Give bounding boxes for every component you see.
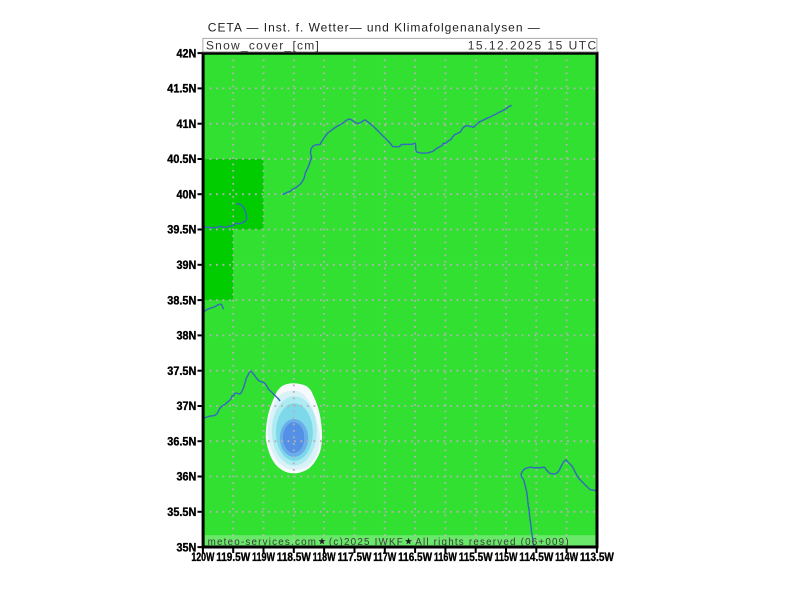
svg-text:117W: 117W: [373, 552, 396, 564]
svg-text:36.5N: 36.5N: [167, 436, 196, 448]
svg-text:119W: 119W: [252, 552, 275, 564]
svg-text:40.5N: 40.5N: [167, 154, 196, 166]
svg-text:118.5W: 118.5W: [277, 552, 311, 564]
svg-text:120W: 120W: [191, 552, 214, 564]
svg-text:113.5W: 113.5W: [580, 552, 614, 564]
svg-text:37.5N: 37.5N: [167, 366, 196, 378]
svg-text:35.5N: 35.5N: [167, 507, 196, 519]
svg-text:37N: 37N: [177, 401, 197, 413]
svg-text:39.5N: 39.5N: [167, 225, 196, 237]
svg-text:115.5W: 115.5W: [459, 552, 493, 564]
svg-text:38N: 38N: [177, 331, 197, 343]
svg-text:Snow_cover_[cm]: Snow_cover_[cm]: [206, 38, 319, 52]
svg-text:117.5W: 117.5W: [338, 552, 372, 564]
svg-text:38.5N: 38.5N: [167, 295, 196, 307]
svg-text:116W: 116W: [434, 552, 457, 564]
svg-text:CETA — Inst. f. Wetter— und Kl: CETA — Inst. f. Wetter— und Klimafolgena…: [208, 20, 540, 34]
svg-text:42N: 42N: [177, 48, 197, 60]
svg-text:119.5W: 119.5W: [216, 552, 250, 564]
svg-text:meteo-services.com (c)2025 I: meteo-services.com (c)2025 IWKF All righ…: [208, 537, 569, 548]
svg-text:15.12.2025 15 UTC: 15.12.2025 15 UTC: [468, 38, 597, 52]
svg-text:41.5N: 41.5N: [167, 84, 196, 96]
svg-text:114.5W: 114.5W: [519, 552, 553, 564]
svg-text:40N: 40N: [177, 189, 197, 201]
svg-text:115W: 115W: [495, 552, 518, 564]
svg-text:35N: 35N: [177, 542, 197, 554]
svg-text:116.5W: 116.5W: [398, 552, 432, 564]
svg-text:118W: 118W: [313, 552, 336, 564]
svg-text:39N: 39N: [177, 260, 197, 272]
svg-text:41N: 41N: [177, 119, 197, 131]
svg-text:36N: 36N: [177, 472, 197, 484]
svg-text:114W: 114W: [555, 552, 578, 564]
